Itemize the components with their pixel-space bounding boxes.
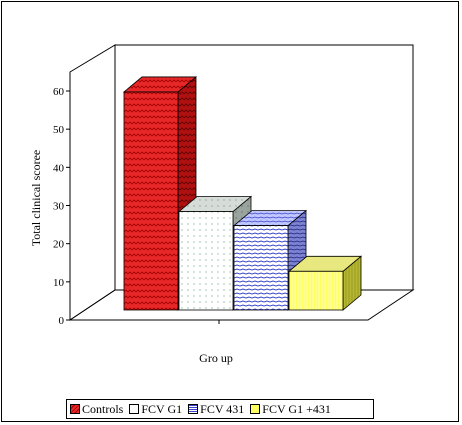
legend-item-fcv-431: FCV 431 bbox=[188, 402, 244, 417]
y-tick-label: 30 bbox=[53, 201, 65, 213]
legend-label: Controls bbox=[82, 401, 124, 416]
legend-item-fcv-g1-431: FCV G1 +431 bbox=[250, 402, 331, 417]
x-axis-title: Gro up bbox=[199, 351, 233, 365]
legend-item-fcv-g1: FCV G1 bbox=[129, 402, 182, 417]
legend-label: FCV G1 bbox=[141, 401, 183, 416]
legend-swatch-fcv-g1 bbox=[129, 404, 140, 414]
y-tick-label: 10 bbox=[53, 277, 65, 289]
legend: Controls FCV G1 FCV 431 FCV G1 +431 bbox=[66, 399, 374, 419]
legend-swatch-controls bbox=[70, 404, 80, 414]
y-axis-title: Total clinical scoree bbox=[29, 150, 43, 246]
side-wall bbox=[69, 44, 116, 321]
legend-swatch-fcv-431 bbox=[188, 404, 199, 414]
bar-fcv-g1-431 bbox=[287, 255, 363, 311]
floor bbox=[68, 289, 415, 321]
legend-swatch-fcv-g1-431 bbox=[250, 404, 261, 414]
legend-label: FCV G1 +431 bbox=[262, 401, 331, 416]
y-tick-label: 0 bbox=[59, 315, 65, 327]
y-tick-label: 20 bbox=[53, 239, 65, 251]
bar-front bbox=[233, 225, 289, 311]
bar-front bbox=[178, 211, 234, 311]
y-tick-label: 60 bbox=[53, 86, 65, 98]
bar-chart-3d: 0 10 20 30 40 50 60 Total clinical scoree Gro up bbox=[29, 44, 415, 365]
y-tick-label: 40 bbox=[53, 162, 65, 174]
legend-label: FCV 431 bbox=[200, 401, 245, 416]
bar-front bbox=[123, 91, 179, 311]
y-tick-label: 50 bbox=[53, 124, 65, 136]
bar-front bbox=[288, 270, 344, 311]
legend-item-controls: Controls bbox=[70, 402, 123, 417]
